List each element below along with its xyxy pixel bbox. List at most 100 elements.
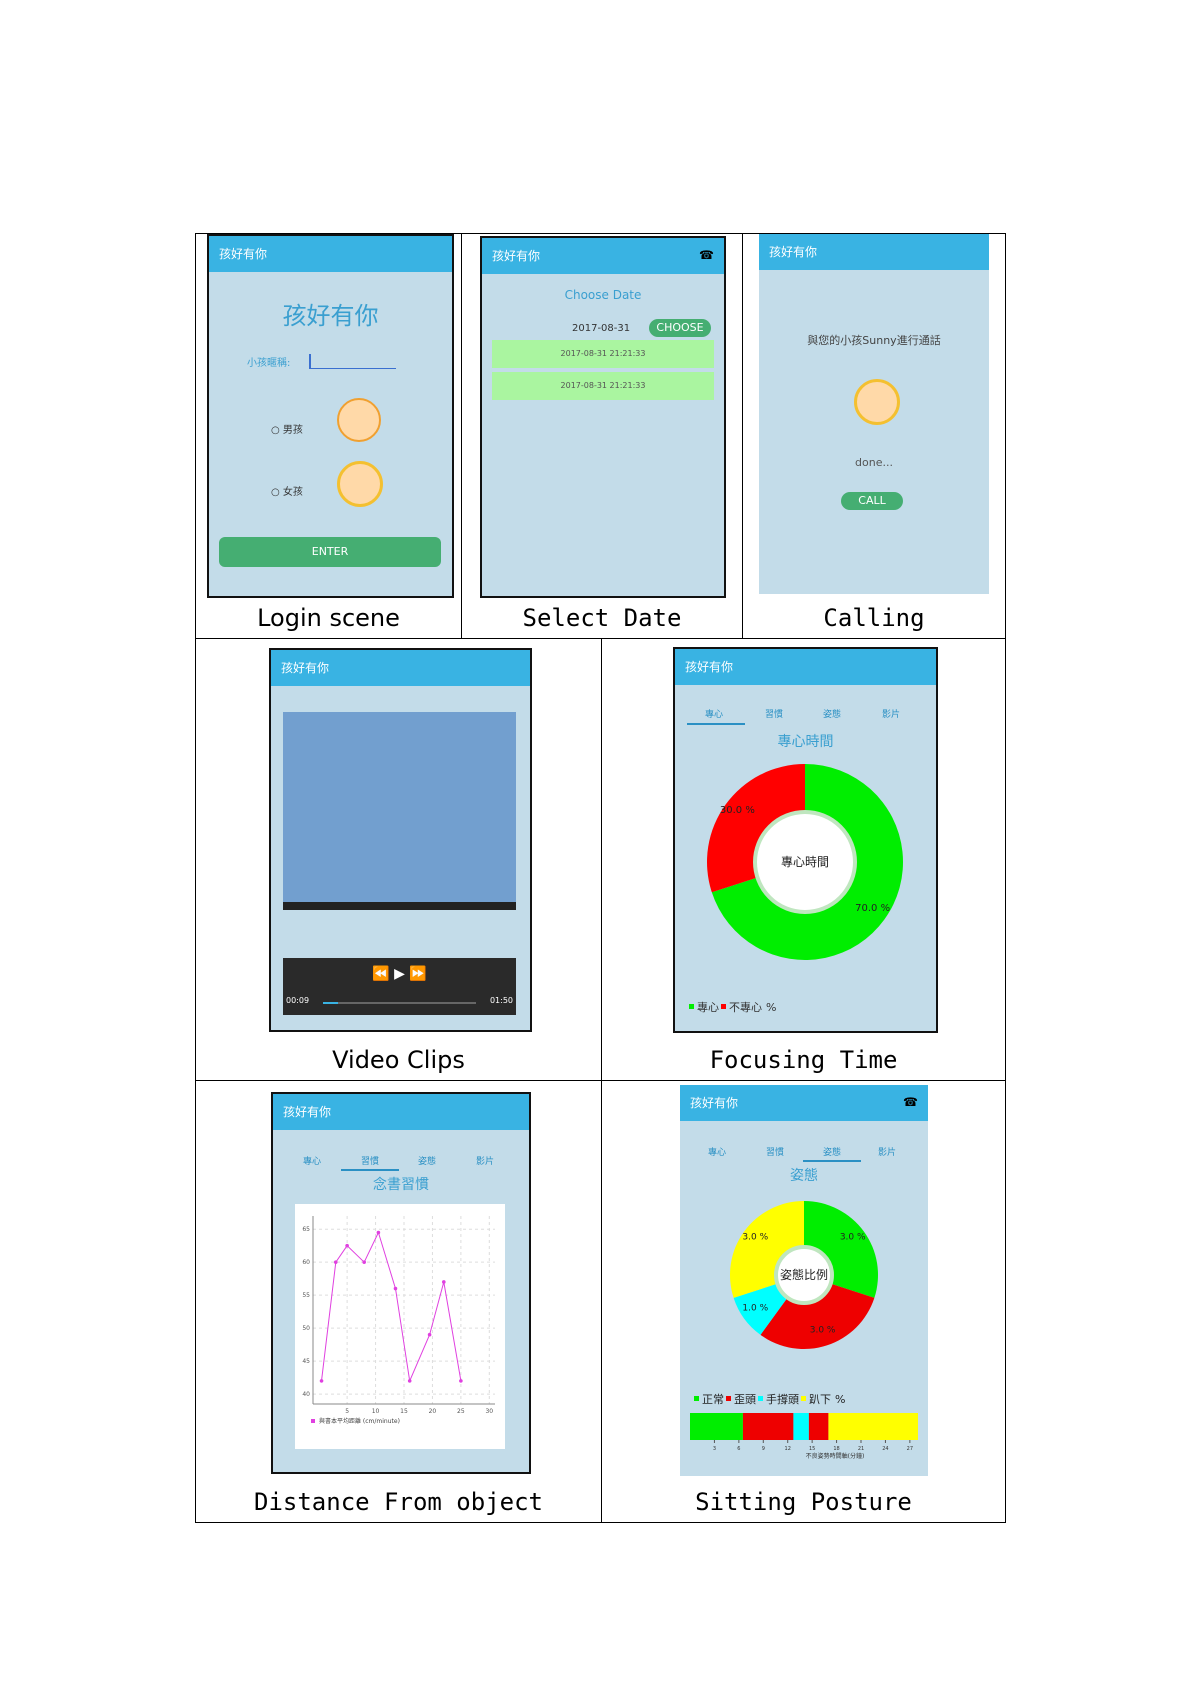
caption: Video Clips <box>332 1046 465 1074</box>
app-bar: 孩好有你 <box>680 1085 928 1121</box>
x-tick-label: 3 <box>713 1446 716 1452</box>
caption: Select Date <box>522 604 682 632</box>
tab[interactable]: 專心 <box>303 1157 322 1167</box>
legend-label: 歪頭 <box>734 1393 756 1406</box>
donut-segment <box>711 764 904 960</box>
tab[interactable]: 專心 <box>708 1148 727 1158</box>
tab[interactable]: 影片 <box>882 710 901 720</box>
legend-label: 與書本平均距離 (cm/minute) <box>319 1417 400 1425</box>
donut-segment <box>707 764 805 893</box>
legend-swatch <box>694 1396 699 1401</box>
playback-buttons[interactable]: ⏪ ▶ ⏩ <box>372 966 427 982</box>
caption: Sitting Posture <box>695 1488 912 1516</box>
data-point <box>362 1260 366 1264</box>
data-point <box>333 1260 338 1264</box>
tab[interactable]: 專心 <box>705 710 724 720</box>
tab[interactable]: 習慣 <box>361 1157 380 1167</box>
radio-label: 男孩 <box>282 425 303 436</box>
heading: Choose Date <box>564 288 642 302</box>
tab[interactable]: 習慣 <box>766 1148 785 1158</box>
heading: 念書習慣 <box>373 1177 429 1193</box>
x-tick-label: 15 <box>400 1408 408 1415</box>
donut-segment <box>804 1201 879 1298</box>
legend-swatch <box>801 1396 806 1401</box>
x-tick-label: 20 <box>429 1408 437 1415</box>
tab[interactable]: 影片 <box>476 1157 495 1167</box>
tab[interactable]: 影片 <box>878 1148 897 1158</box>
line-chart: 40 45 50 55 60 65 5 10 15 20 25 30 與書本平均距離 (cm/minut… <box>295 1204 505 1449</box>
y-tick-label: 40 <box>302 1391 310 1398</box>
app-bar: 孩好有你 <box>271 650 530 686</box>
app-bar: 孩好有你 <box>482 238 724 274</box>
tab[interactable]: 姿態 <box>418 1157 437 1167</box>
donut-segment <box>729 1201 804 1298</box>
x-tick-label: 10 <box>372 1408 380 1415</box>
radio[interactable]: ○ 男孩 <box>271 425 303 436</box>
caption: Calling <box>823 604 925 632</box>
app-bar: 孩好有你 <box>675 649 936 685</box>
tab[interactable]: 姿態 <box>823 710 842 720</box>
choose-button[interactable]: CHOOSE <box>649 319 711 337</box>
caption: Focusing Time <box>709 1046 898 1074</box>
time-end: 01:50 <box>489 996 513 1005</box>
label: 小孩暱稱: <box>247 358 291 369</box>
legend-unit: % <box>766 1001 777 1014</box>
segment-label: 3.0 % <box>742 1233 768 1243</box>
axis-label: 不良姿勢時間軸(分鐘) <box>806 1452 865 1460</box>
tab[interactable]: 習慣 <box>765 710 784 720</box>
heading: 孩好有你 <box>282 302 379 330</box>
data-point <box>345 1243 349 1248</box>
tab[interactable]: 姿態 <box>823 1148 842 1158</box>
heading: 姿態 <box>790 1168 818 1184</box>
donut-hole <box>774 1245 834 1305</box>
screenshot: 孩好有你 ☎ 專心 習慣 姿態 影片 姿態 3.0 % 3.0 % 1.0 % 3.0… <box>680 1085 928 1476</box>
data-point <box>459 1379 463 1383</box>
boy-icon <box>337 398 381 442</box>
record[interactable]: 2017-08-31 21:21:33 <box>492 340 714 368</box>
x-tick-label: 21 <box>858 1446 864 1452</box>
screenshot: 孩好有你 與您的小孩Sunny進行通話 done... CALL <box>759 234 989 594</box>
legend-swatch <box>311 1419 315 1423</box>
screenshot: 孩好有你 專心 習慣 姿態 影片 專心時間 70.0 % 30.0 % 專心時間 專… <box>673 647 938 1033</box>
record[interactable]: 2017-08-31 21:21:33 <box>492 372 714 400</box>
video-controls: ⏪ ▶ ⏩ 00:09 01:50 <box>283 958 516 1015</box>
center-label: 專心時間 <box>781 855 829 869</box>
phone-icon[interactable]: ☎ <box>903 1095 918 1109</box>
x-tick-label: 25 <box>457 1408 465 1415</box>
timeline-span <box>808 1413 829 1440</box>
data-point <box>407 1379 412 1383</box>
video-frame[interactable] <box>283 712 516 910</box>
data-line <box>321 1231 462 1383</box>
center-label: 姿態比例 <box>780 1267 828 1282</box>
y-tick-label: 50 <box>302 1325 310 1332</box>
tab-indicator <box>687 723 745 725</box>
screenshot: 孩好有你 ⏪ ▶ ⏩ 00:09 01:50 <box>269 648 532 1032</box>
x-tick-label: 12 <box>785 1446 791 1452</box>
call-button[interactable]: CALL <box>841 492 903 510</box>
phone-icon[interactable]: ☎ <box>699 248 714 262</box>
x-tick-label: 5 <box>345 1408 349 1415</box>
y-tick-label: 55 <box>302 1292 310 1299</box>
segment-label: 70.0 % <box>855 903 890 914</box>
legend-unit: % <box>835 1393 846 1406</box>
timeline-span <box>793 1413 809 1440</box>
legend-label: 手撐頭 <box>766 1393 799 1406</box>
legend: 專心 不專心% <box>687 999 776 1015</box>
caption: Login scene <box>257 604 400 632</box>
data-point <box>393 1286 398 1291</box>
x-tick-label: 30 <box>485 1408 493 1415</box>
status: done... <box>855 456 893 469</box>
text-input[interactable] <box>309 354 396 369</box>
donut-segment <box>733 1283 788 1335</box>
screenshot: 孩好有你 專心 習慣 姿態 影片 念書習慣 40 45 50 55 60 65 5 10 15 2… <box>271 1092 531 1474</box>
time-start: 00:09 <box>286 996 310 1005</box>
y-tick-label: 60 <box>302 1259 310 1266</box>
legend: 正常 歪頭 手撐頭 趴下% <box>692 1391 845 1407</box>
girl-icon <box>337 461 383 507</box>
x-tick-label: 6 <box>737 1446 740 1452</box>
seek-bar[interactable] <box>323 1002 476 1004</box>
date: 2017-08-31 <box>572 323 631 334</box>
radio[interactable]: ○ 女孩 <box>271 487 303 498</box>
enter-button[interactable]: ENTER <box>219 537 441 567</box>
donut-chart: 70.0 % 30.0 % 專心時間 <box>707 764 904 960</box>
